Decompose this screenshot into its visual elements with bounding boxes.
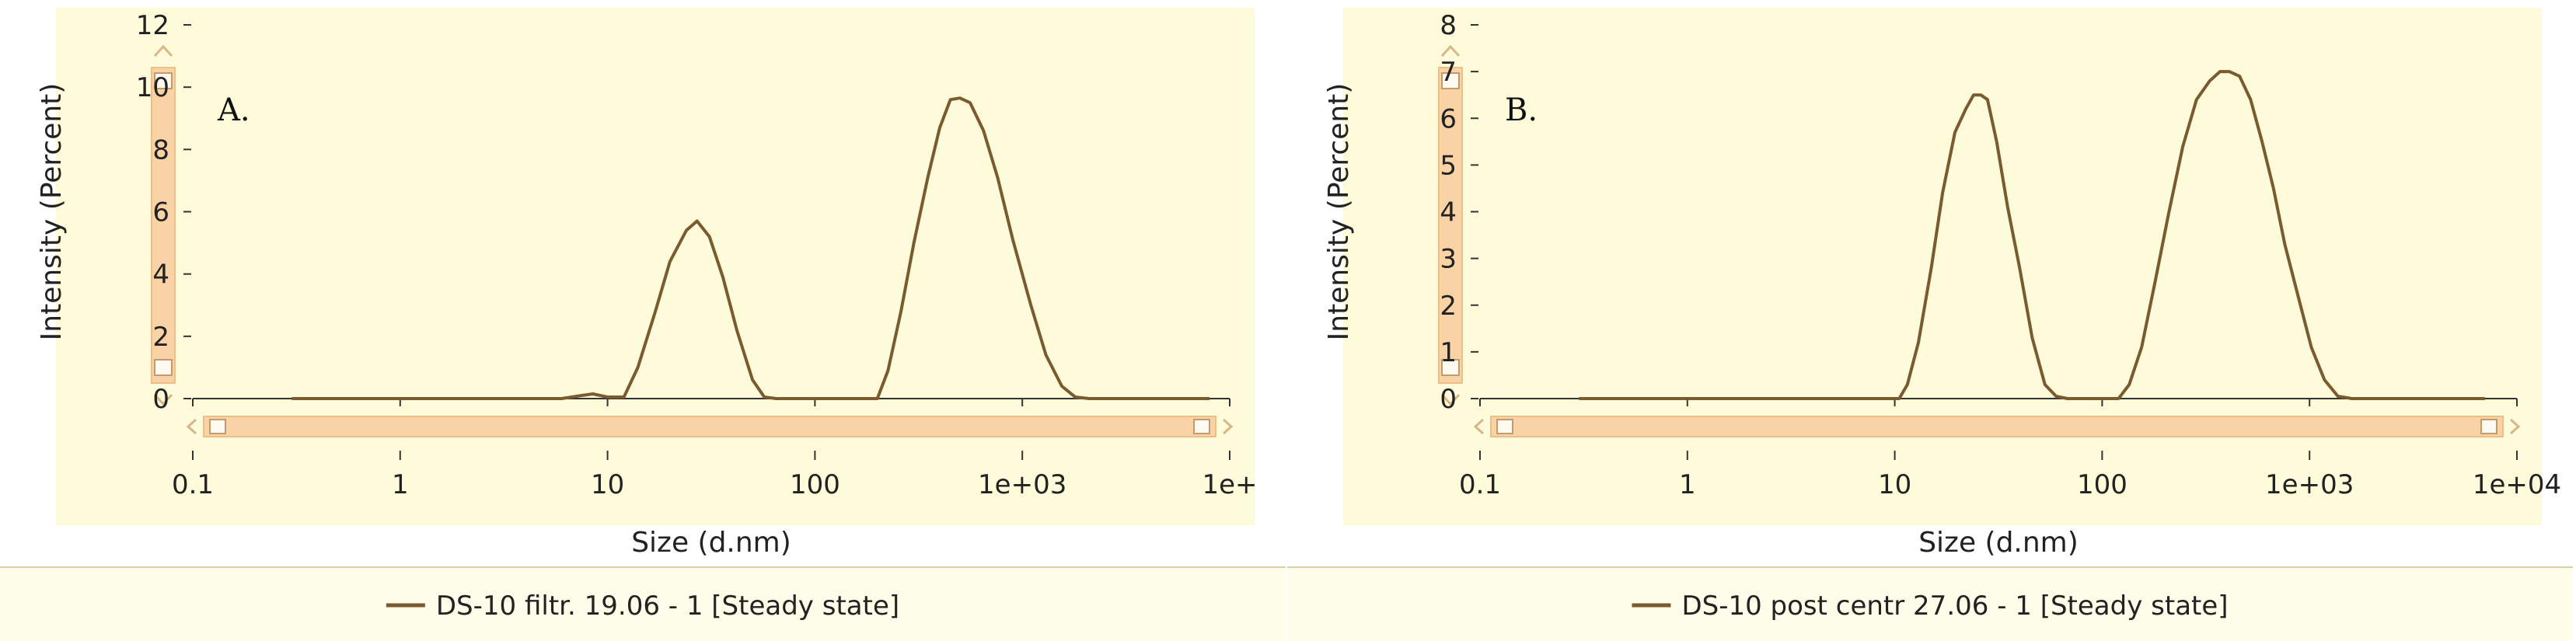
x-tick-label: 1e+03	[978, 469, 1066, 500]
y-tick-label: 2	[1440, 291, 1457, 322]
x-tick-label: 0.1	[172, 469, 214, 500]
scroll-left-arrow-icon[interactable]	[1473, 418, 1485, 435]
y-tick-label: 6	[152, 197, 169, 228]
scroll-down-arrow-icon[interactable]	[153, 393, 173, 406]
vertical-scroll-handle-bottom[interactable]	[154, 359, 173, 376]
scroll-up-arrow-icon[interactable]	[1440, 44, 1461, 57]
horizontal-scroll-handle-left[interactable]	[1496, 419, 1513, 434]
horizontal-scroll-handle-right[interactable]	[2480, 419, 2497, 434]
horizontal-scroll-handle-left[interactable]	[209, 419, 226, 434]
chart-panel-b: 0 1 2 3 4 5 6 7 8 0.1 1 10 100 1e+03 1e+04 Size (d.nm) I…	[1287, 0, 2573, 641]
horizontal-scrollbar[interactable]	[203, 416, 1216, 437]
x-tick-label: 1	[1679, 469, 1696, 500]
y-tick-label: 7	[1440, 57, 1457, 88]
x-tick-label: 0.1	[1459, 469, 1501, 500]
y-tick-label: 3	[1440, 244, 1457, 275]
y-tick-label: 10	[136, 72, 169, 103]
x-tick-label: 100	[790, 469, 840, 500]
y-tick-label: 8	[152, 134, 169, 165]
horizontal-scrollbar[interactable]	[1490, 416, 2504, 437]
scroll-right-arrow-icon[interactable]	[1222, 418, 1234, 435]
vertical-scroll-handle-bottom[interactable]	[1441, 359, 1460, 376]
series-line	[291, 96, 1210, 400]
vertical-scroll-handle-top[interactable]	[154, 72, 173, 89]
legend-background	[0, 567, 1286, 641]
y-tick-label: 2	[152, 322, 169, 353]
x-tick-label: 1e+03	[2265, 469, 2354, 500]
horizontal-scroll-handle-right[interactable]	[1193, 419, 1210, 434]
scroll-right-arrow-icon[interactable]	[2509, 418, 2521, 435]
panel-label: B.	[1505, 92, 1538, 128]
intensity-size-chart-b: 0 1 2 3 4 5 6 7 8 0.1 1 10 100 1e+03 1e+04 Size (d.nm) I…	[1287, 8, 2573, 641]
chart-panel-a: 0 2 4 6 8 10 12 0.1 1 10 100 1e+03 1e+ Size (d.nm) Int…	[0, 0, 1286, 641]
vertical-scrollbar[interactable]	[1438, 67, 1463, 384]
scroll-down-arrow-icon[interactable]	[1440, 393, 1461, 406]
y-tick-label: 4	[152, 260, 169, 291]
y-tick-label: 8	[1440, 10, 1457, 41]
series-line	[1579, 70, 2485, 400]
x-axis-title: Size (d.nm)	[631, 527, 791, 559]
y-tick-label: 0	[1440, 384, 1457, 415]
x-tick-label: 1	[392, 469, 409, 500]
plot-background	[1343, 8, 2542, 525]
x-tick-label: 100	[2077, 469, 2127, 500]
x-axis-title: Size (d.nm)	[1918, 527, 2079, 559]
y-tick-label: 4	[1440, 197, 1457, 228]
y-tick-label: 5	[1440, 150, 1457, 181]
scroll-up-arrow-icon[interactable]	[153, 44, 173, 57]
y-axis-title: Intensity (Percent)	[1323, 83, 1355, 341]
legend-entry-label: DS-10 post centr 27.06 - 1 [Steady state…	[1681, 590, 2228, 622]
y-tick-label: 6	[1440, 103, 1457, 134]
legend-entry-label: DS-10 filtr. 19.06 - 1 [Steady state]	[436, 590, 899, 622]
y-tick-label: 12	[136, 10, 169, 41]
x-tick-label: 1e+04	[2473, 469, 2561, 500]
y-tick-label: 1	[1440, 337, 1457, 368]
legend-background	[1287, 567, 2573, 641]
y-tick-label: 0	[152, 384, 169, 415]
x-tick-label: 1e+	[1202, 469, 1257, 500]
panel-label: A.	[217, 92, 250, 128]
vertical-scrollbar[interactable]	[151, 67, 176, 384]
scroll-left-arrow-icon[interactable]	[186, 418, 197, 435]
plot-background	[56, 8, 1255, 525]
x-tick-label: 10	[1878, 469, 1911, 500]
y-axis-title: Intensity (Percent)	[36, 83, 68, 341]
vertical-scroll-handle-top[interactable]	[1441, 72, 1460, 89]
intensity-size-chart-a: 0 2 4 6 8 10 12 0.1 1 10 100 1e+03 1e+ Size (d.nm) Int…	[0, 8, 1286, 641]
x-tick-label: 10	[591, 469, 624, 500]
